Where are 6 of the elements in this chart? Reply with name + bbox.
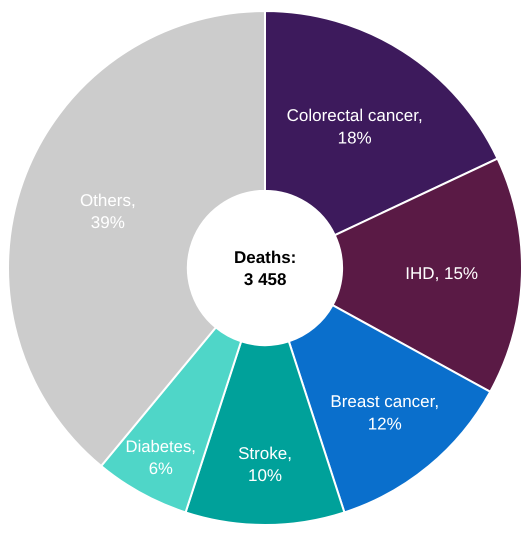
slice-label: Colorectal cancer, 18% (286, 106, 423, 148)
text: Deaths: 3 458 (234, 248, 296, 290)
slice-label: Diabetes, 6% (126, 437, 196, 478)
slice-label: IHD, 15% (405, 264, 478, 284)
slice-label: Breast cancer, 12% (330, 392, 440, 434)
slice-label: Stroke, 10% (238, 444, 292, 485)
